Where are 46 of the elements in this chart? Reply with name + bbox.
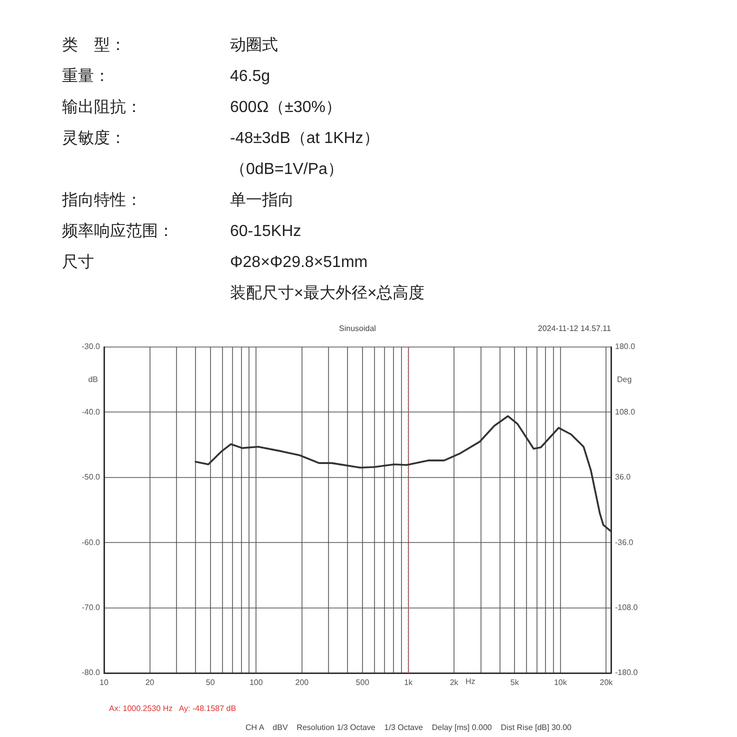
text: 指向特性： bbox=[62, 191, 143, 211]
text: -48±3dB（at 1KHz） bbox=[230, 129, 380, 149]
x-axis-title: Hz bbox=[465, 677, 476, 686]
text: 单一指向 bbox=[230, 191, 294, 211]
x-tick-label: 10k bbox=[554, 678, 568, 688]
y2-tick-label: -36.0 bbox=[615, 538, 634, 547]
text: 重量： bbox=[62, 66, 111, 87]
y-axis-title: dB bbox=[88, 374, 98, 384]
y-tick-label: -80.0 bbox=[82, 668, 101, 678]
x-tick-label: 20 bbox=[145, 678, 155, 688]
text: 频率响应范围： bbox=[62, 222, 175, 242]
chart-subtitle: 2024-11-12 14.57.11 bbox=[538, 324, 611, 333]
text: 动圈式 bbox=[230, 36, 278, 56]
y2-axis-title: Deg bbox=[617, 374, 632, 384]
y2-tick-label: 36.0 bbox=[615, 472, 632, 482]
text: Φ28×Φ29.8×51mm bbox=[230, 253, 369, 273]
x-tick-label: 500 bbox=[356, 678, 370, 688]
x-tick-label: 2k bbox=[450, 678, 460, 688]
text: 输出阻抗： bbox=[62, 98, 143, 118]
text: 尺寸 bbox=[62, 252, 95, 273]
text: CH A dBV Resolution 1/3 Octave 1/3 Octave Delay [ms] 0.000 Dist Rise [dB] 30.00 bbox=[244, 723, 572, 732]
text: 灵敏度： bbox=[62, 128, 127, 149]
y2-tick-label: -180.0 bbox=[615, 668, 638, 678]
y-tick-label: -30.0 bbox=[82, 342, 101, 352]
x-tick-label: 100 bbox=[249, 678, 264, 688]
text: 装配尺寸×最大外径×总高度 bbox=[230, 284, 425, 304]
y2-tick-label: 180.0 bbox=[615, 342, 636, 352]
x-tick-label: 20k bbox=[600, 678, 614, 688]
y-tick-label: -70.0 bbox=[82, 603, 101, 612]
x-tick-label: 50 bbox=[206, 678, 216, 688]
text: 46.5g bbox=[230, 67, 270, 87]
y2-tick-label: 108.0 bbox=[615, 407, 636, 416]
text: Ax: 1000.2530 Hz Ay: -48.1587 dB bbox=[109, 704, 238, 713]
y-tick-label: -60.0 bbox=[82, 538, 101, 547]
chart-title: Sinusoidal bbox=[339, 324, 376, 333]
x-tick-label: 200 bbox=[295, 678, 310, 688]
text: （0dB=1V/Pa） bbox=[230, 160, 344, 180]
text: 600Ω（±30%） bbox=[230, 98, 342, 118]
text: 60-15KHz bbox=[230, 222, 302, 242]
y-tick-label: -40.0 bbox=[82, 407, 101, 416]
x-tick-label: 5k bbox=[510, 678, 520, 688]
x-tick-label: 1k bbox=[404, 678, 414, 688]
y2-tick-label: -108.0 bbox=[615, 603, 638, 612]
x-tick-label: 10 bbox=[100, 678, 109, 688]
text: 类 型： bbox=[62, 36, 127, 56]
y-tick-label: -50.0 bbox=[82, 472, 101, 482]
